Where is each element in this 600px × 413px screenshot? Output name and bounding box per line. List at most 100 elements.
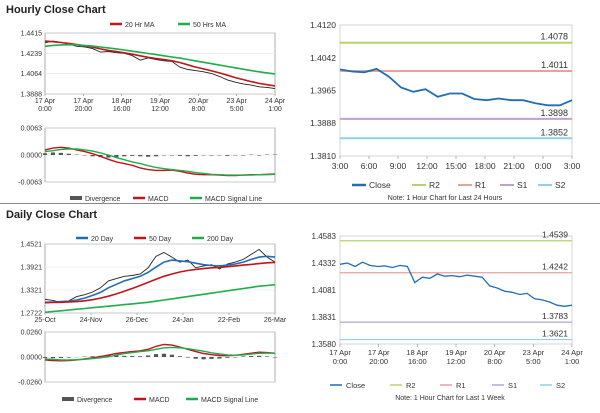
daily-close-x-tick-label: 17 Apr 20:00	[368, 348, 390, 366]
hourly-divergence-bar	[170, 155, 174, 156]
daily-close-legend-label: S2	[556, 381, 565, 390]
hourly-close-x-tick-label: 18:00	[474, 161, 496, 171]
daily-price-legend-item-label: 50 Day	[149, 236, 172, 243]
hourly-close-y-tick-label: 1.3810	[310, 151, 336, 161]
daily-close-x-tick-label: 20 Apr 8:00	[484, 348, 506, 366]
hourly-divergence-bar	[209, 155, 213, 156]
daily-divergence-bar	[122, 356, 126, 357]
hourly-divergence-bar	[257, 155, 261, 156]
hourly-macd-y-tick-label: 0.0063	[21, 126, 43, 133]
hourly-close-y-tick-label: 1.3965	[310, 86, 336, 96]
daily-price-x-tick-label: 24-Nov	[80, 317, 103, 324]
daily-price-x-tick-label: 25-Oct	[34, 317, 55, 324]
hourly-divergence-bar	[90, 155, 94, 156]
daily-level-label: 1.3783	[542, 311, 568, 321]
daily-divergence-bar	[146, 355, 150, 357]
daily-close-legend-label: S1	[508, 381, 517, 390]
daily-price-x-tick-label: 24-Jan	[172, 317, 194, 324]
hourly-close-legend-label: R2	[429, 180, 440, 190]
hourly-close-x-tick-label: 3:00	[564, 161, 581, 171]
hourly-price-x-tick-label: 17 Apr 20:00	[73, 98, 94, 113]
daily-divergence-bar	[257, 356, 261, 357]
daily-close-y-tick-label: 1.4332	[312, 259, 337, 268]
daily-divergence-bar	[265, 356, 269, 357]
hourly-macd-legend-item-swatch	[70, 196, 82, 200]
daily-price-y-tick-label: 1.3921	[21, 265, 43, 272]
hourly-divergence-bar	[178, 155, 182, 156]
daily-close-y-tick-label: 1.4081	[312, 286, 337, 295]
daily-close-legend-label: Close	[346, 381, 365, 390]
hourly-close-y-tick-label: 1.4120	[310, 20, 336, 30]
daily-divergence-bar	[194, 357, 198, 359]
daily-divergence-bar	[233, 357, 237, 358]
hourly-divergence-bar	[241, 155, 245, 156]
hourly-close-y-tick-label: 1.4042	[310, 53, 336, 63]
daily-macd-legend-item-label: MACD Signal Line	[201, 397, 258, 404]
hourly-close-x-tick-label: 0:00	[535, 161, 552, 171]
daily-price-x-tick-label: 26-Mar	[264, 317, 287, 324]
daily-price-y-tick-label: 1.3321	[21, 288, 43, 295]
daily-divergence-bar	[162, 354, 166, 357]
hourly-macd-legend-item-label: MACD Signal Line	[205, 196, 262, 203]
daily-divergence-bar	[249, 356, 253, 357]
daily-divergence-bar	[241, 356, 245, 357]
daily-close-x-tick-label: 24 Apr 1:00	[561, 348, 583, 366]
hourly-price-plot-area	[45, 33, 275, 94]
daily-macd-y-tick-label: -0.0260	[18, 380, 42, 387]
daily-close-plot-area	[340, 236, 572, 344]
hourly-divergence-bar	[138, 155, 142, 156]
hourly-level-label: 1.3898	[540, 108, 568, 118]
daily-close-y-tick-label: 1.3831	[312, 313, 337, 322]
daily-macd-legend-item-label: Divergence	[77, 397, 113, 404]
hourly-price-y-tick-label: 1.4239	[21, 51, 43, 58]
daily-macd-y-tick-label: 0.0260	[21, 330, 43, 337]
hourly-price-x-tick-label: 17 Apr 0:00	[35, 98, 56, 113]
hourly-close-x-tick-label: 15:00	[445, 161, 467, 171]
daily-macd-legend-item-swatch	[62, 397, 74, 401]
hourly-close-x-tick-label: 12:00	[416, 161, 438, 171]
hourly-macd-y-tick-label: -0.0063	[18, 180, 42, 187]
daily-close-legend-label: R2	[406, 381, 416, 390]
daily-divergence-bar	[186, 357, 190, 358]
daily-price-x-tick-label: 22-Feb	[218, 317, 240, 324]
hourly-divergence-bar	[43, 153, 47, 155]
daily-divergence-bar	[209, 357, 213, 359]
hourly-divergence-bar	[130, 155, 134, 156]
daily-close-x-tick-label: 17 Apr 0:00	[329, 348, 351, 366]
hourly-macd-y-tick-label: 0.0000	[21, 153, 43, 160]
daily-close-x-tick-label: 18 Apr 16:00	[406, 348, 428, 366]
hourly-close-legend-label: Close	[369, 180, 391, 190]
hourly-price-x-tick-label: 24 Apr 1:00	[265, 98, 286, 113]
hourly-close-legend-label: S2	[555, 180, 566, 190]
hourly-close-legend-label: R1	[475, 180, 486, 190]
daily-divergence-bar	[273, 357, 277, 358]
hourly-divergence-bar	[122, 155, 126, 156]
hourly-price-legend-item-label: 50 Hrs MA	[193, 22, 226, 29]
daily-close-note: Note: 1 Hour Chart for Last 1 Week	[395, 395, 505, 402]
daily-divergence-bar	[51, 357, 55, 358]
hourly-macd-legend-item-label: Divergence	[85, 196, 121, 203]
daily-divergence-bar	[178, 356, 182, 357]
daily-close-x-tick-label: 19 Apr 12:00	[445, 348, 467, 366]
daily-divergence-bar	[138, 356, 142, 357]
daily-divergence-bar	[59, 357, 63, 358]
hourly-divergence-bar	[67, 154, 71, 155]
daily-close-x-tick-label: 23 Apr 5:00	[522, 348, 544, 366]
daily-divergence-bar	[225, 357, 229, 358]
hourly-price-y-tick-label: 1.4064	[21, 71, 43, 78]
hourly-level-label: 1.4011	[541, 60, 568, 70]
hourly-close-plot-area	[340, 25, 572, 156]
hourly-close-legend-label: S1	[517, 180, 528, 190]
hourly-price-x-tick-label: 20 Apr 8:00	[188, 98, 209, 113]
daily-price-legend-item-label: 200 Day	[207, 236, 234, 243]
daily-price-y-tick-label: 1.4521	[21, 242, 43, 249]
hourly-level-label: 1.4078	[540, 32, 568, 42]
daily-close-y-tick-label: 1.4583	[312, 232, 337, 241]
daily-divergence-bar	[202, 357, 206, 359]
hourly-close-x-tick-label: 9:00	[390, 161, 407, 171]
hourly-close-note: Note: 1 Hour Chart for Last 24 Hours	[388, 195, 503, 202]
hourly-close-x-tick-label: 6:00	[361, 161, 378, 171]
daily-close-legend-label: R1	[456, 381, 466, 390]
daily-divergence-bar	[170, 355, 174, 357]
